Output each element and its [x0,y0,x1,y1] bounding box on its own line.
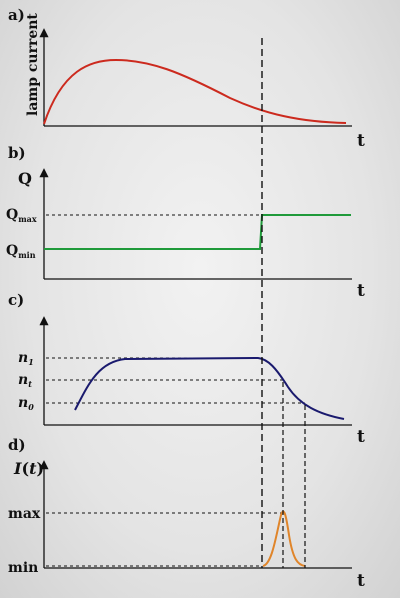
panel-c-xlabel: t [357,427,365,447]
panel-d-xlabel: t [357,571,365,591]
panel-d-ylabel: I(t) [13,459,44,478]
tick-q-min: Qmin [6,243,36,260]
panel-b: b) Q t Qmax Qmin [6,144,365,301]
panel-d-label: d) [8,436,26,454]
panel-a: a) lamp current t [8,6,365,151]
panel-b-ylabel: Q [18,169,32,188]
population-inversion-curve [74,356,345,420]
laser-pulse-curve [262,510,306,567]
panel-a-ylabel: lamp current [25,13,41,116]
panel-a-label: a) [8,6,25,24]
lamp-current-curve [43,58,347,125]
tick-q-max: Qmax [6,207,37,224]
tick-n1: n1 [18,350,34,367]
panel-a-xlabel: t [357,131,365,151]
panel-d: d) t I(t) max min [8,436,365,591]
panel-c-label: c) [8,291,24,309]
panel-b-label: b) [8,144,26,162]
tick-min: min [8,560,38,576]
q-factor-step [44,214,351,250]
tick-n0: n0 [18,395,34,412]
panel-c: c) t n1 nt n0 [8,291,365,447]
panel-b-xlabel: t [357,281,365,301]
tick-max: max [8,506,41,522]
tick-nt: nt [18,372,32,389]
